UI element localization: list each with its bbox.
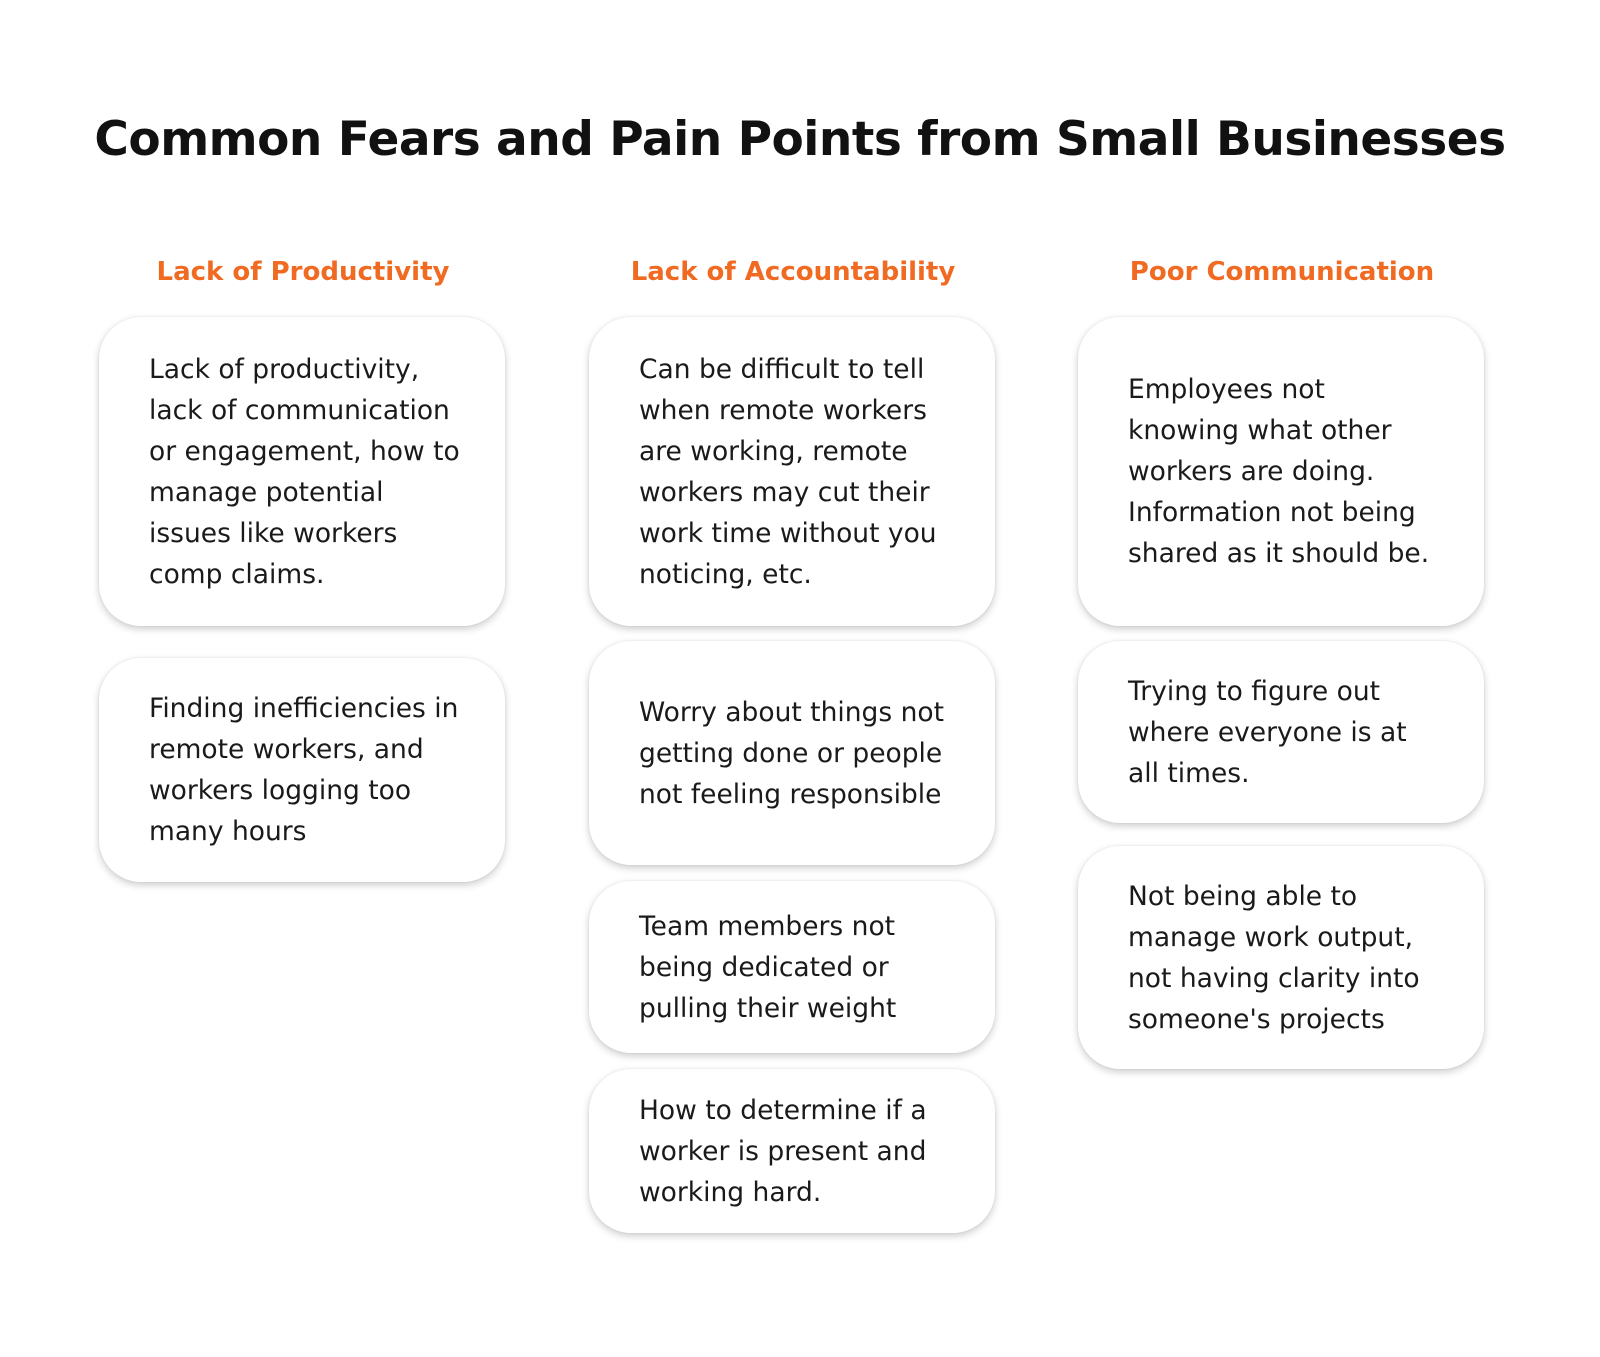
pain-point-text: Worry about things not getting done or p… [639, 696, 944, 810]
pain-point-text: How to determine if a worker is present … [639, 1094, 927, 1208]
pain-point-card: Employees not knowing what other workers… [1078, 317, 1484, 626]
pain-point-card: Lack of productivity, lack of communicat… [99, 317, 505, 626]
pain-point-text: Can be difficult to tell when remote wor… [639, 353, 937, 590]
page-title: Common Fears and Pain Points from Small … [94, 112, 1506, 167]
pain-point-text: Employees not knowing what other workers… [1128, 374, 1430, 569]
pain-point-text: Not being able to manage work output, no… [1128, 880, 1420, 1035]
pain-point-card: Trying to figure out where everyone is a… [1078, 641, 1484, 823]
pain-point-card: Worry about things not getting done or p… [589, 641, 995, 865]
pain-point-card: How to determine if a worker is present … [589, 1069, 995, 1233]
pain-point-card: Not being able to manage work output, no… [1078, 846, 1484, 1069]
column-heading-accountability: Lack of Accountability [630, 257, 956, 287]
pain-point-card: Finding inefficiencies in remote workers… [99, 658, 505, 882]
pain-point-text: Lack of productivity, lack of communicat… [149, 353, 460, 590]
column-heading-communication: Poor Communication [1129, 257, 1435, 287]
column-heading-productivity: Lack of Productivity [156, 257, 450, 287]
pain-point-text: Team members not being dedicated or pull… [639, 910, 897, 1024]
pain-point-text: Finding inefficiencies in remote workers… [149, 693, 459, 847]
pain-point-card: Can be difficult to tell when remote wor… [589, 317, 995, 626]
pain-point-text: Trying to figure out where everyone is a… [1128, 675, 1407, 789]
pain-point-card: Team members not being dedicated or pull… [589, 881, 995, 1053]
